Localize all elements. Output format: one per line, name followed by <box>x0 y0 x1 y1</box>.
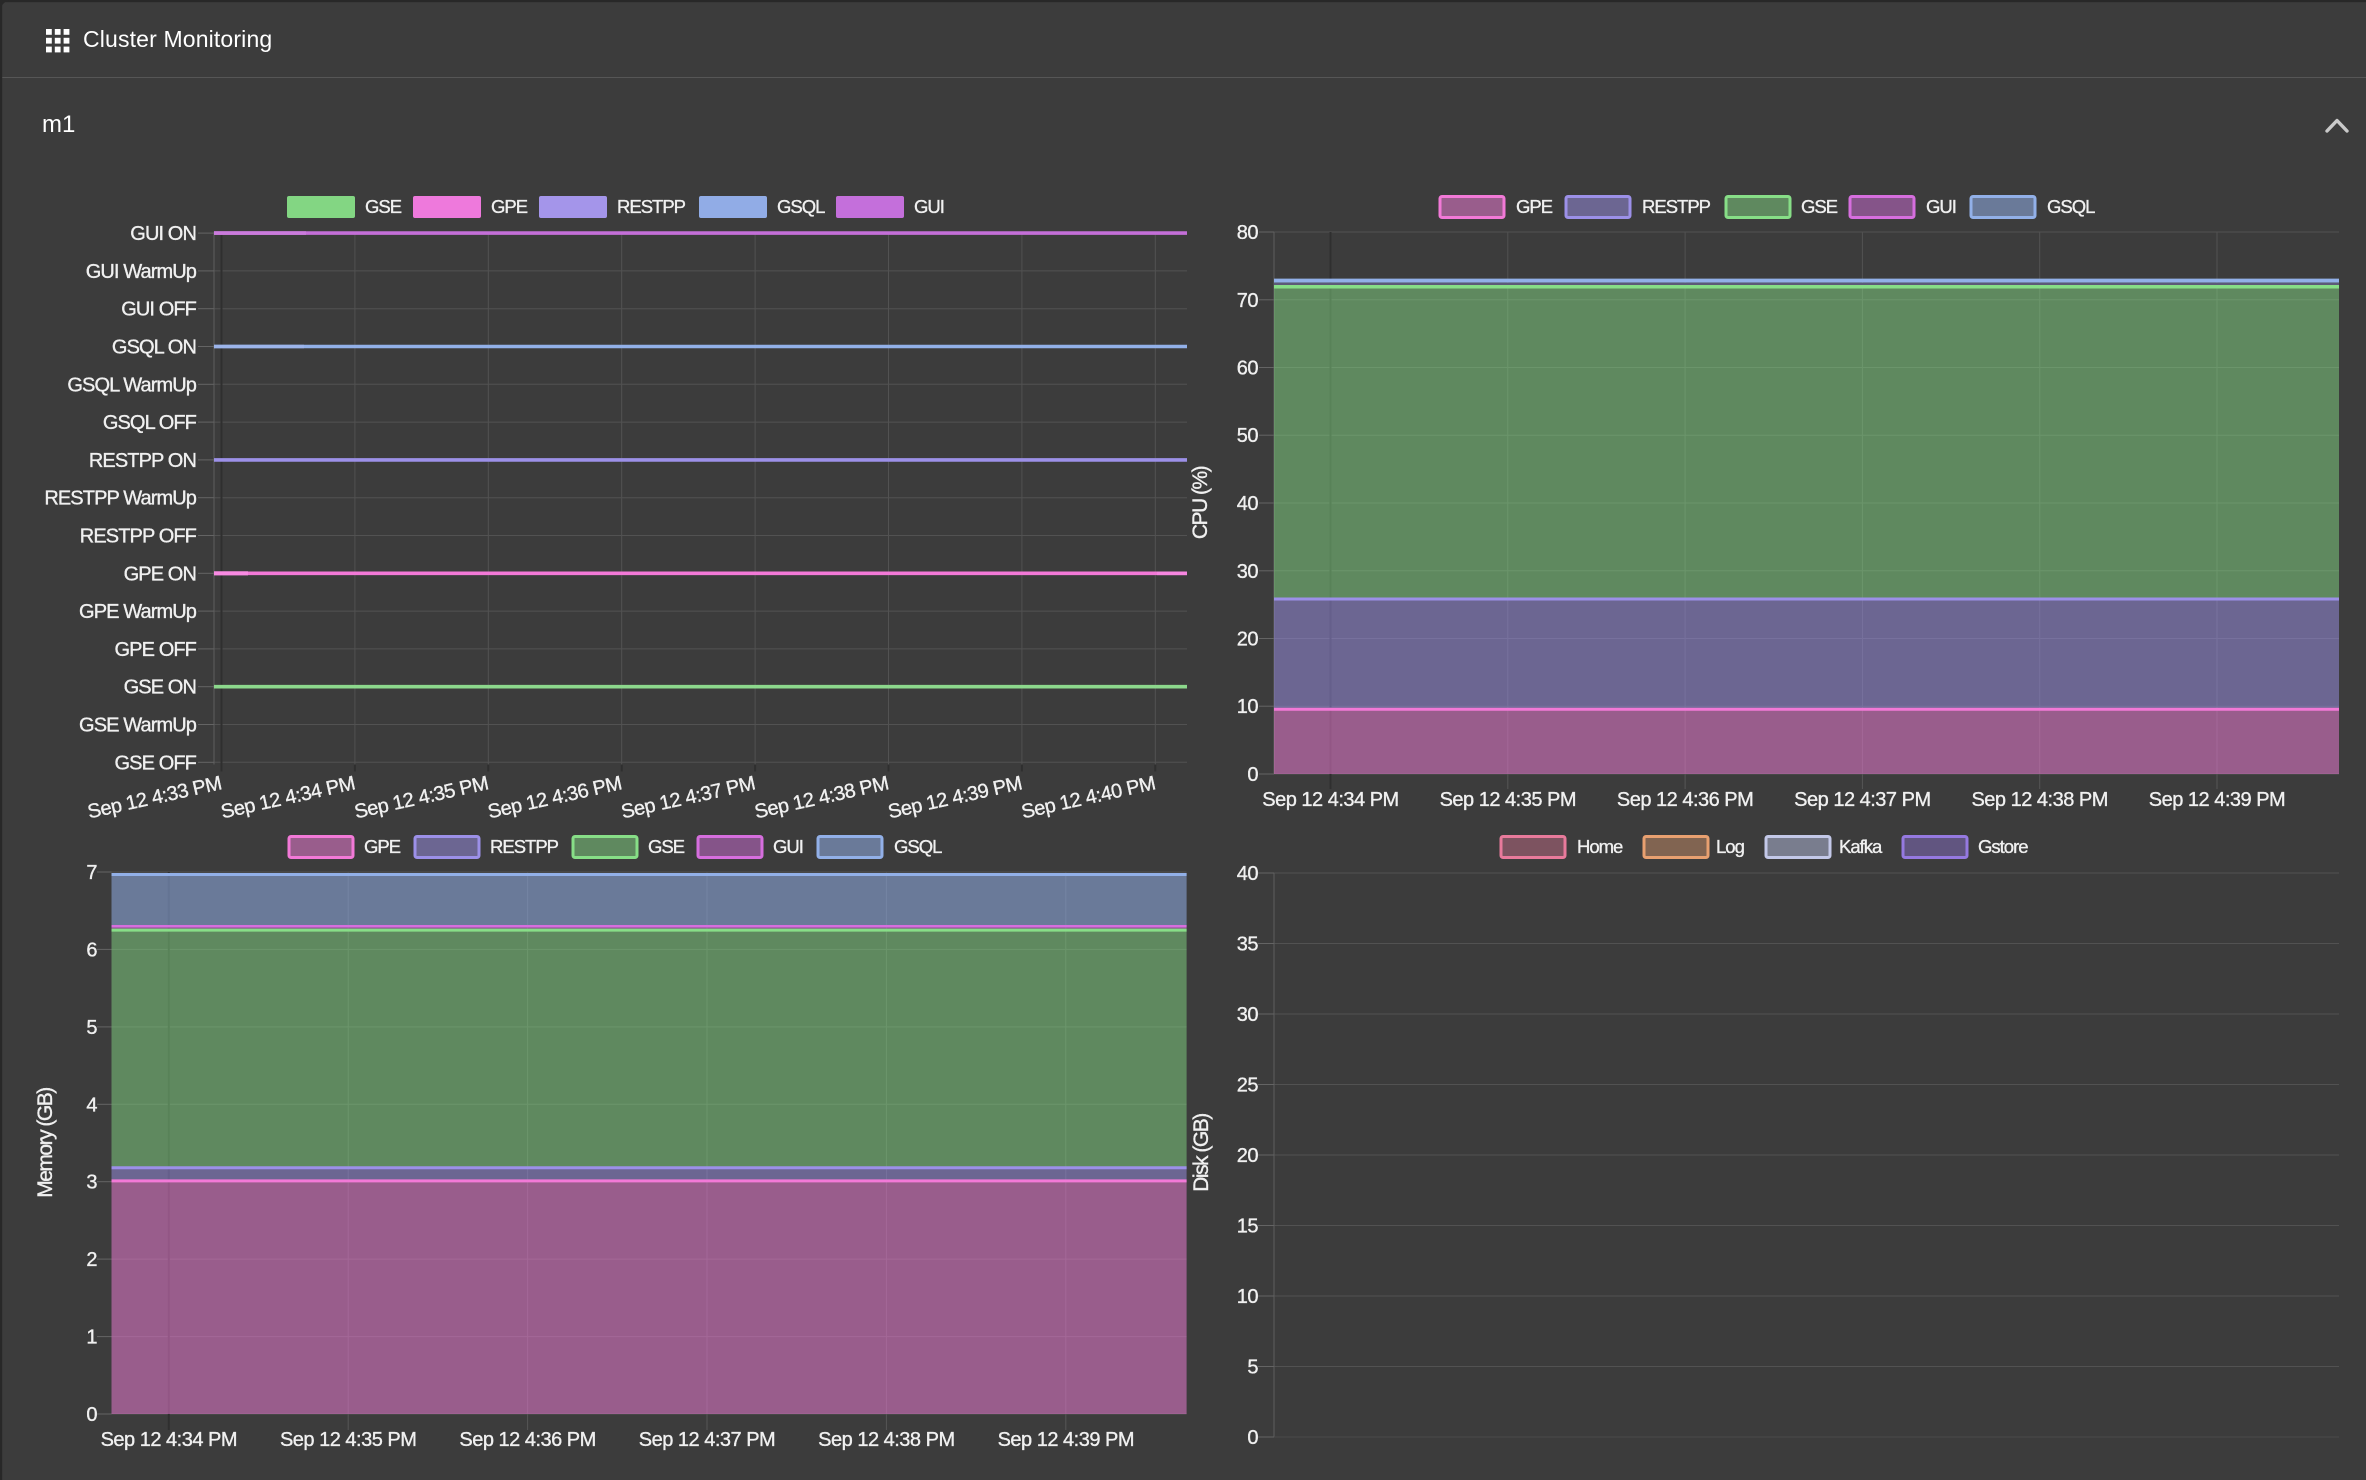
svg-text:Kafka: Kafka <box>1839 836 1883 857</box>
svg-text:0: 0 <box>1247 1427 1258 1449</box>
svg-text:Sep 12 4:37 PM: Sep 12 4:37 PM <box>619 772 757 823</box>
svg-text:Sep 12 4:35 PM: Sep 12 4:35 PM <box>1440 789 1576 811</box>
svg-text:5: 5 <box>1247 1357 1258 1379</box>
svg-text:GSE: GSE <box>1801 196 1838 217</box>
svg-text:25: 25 <box>1237 1075 1259 1097</box>
svg-text:GPE: GPE <box>364 836 401 857</box>
svg-text:Sep 12 4:35 PM: Sep 12 4:35 PM <box>352 772 490 823</box>
svg-text:RESTPP ON: RESTPP ON <box>89 450 196 472</box>
svg-text:GUI: GUI <box>914 196 944 217</box>
svg-text:GSQL: GSQL <box>777 196 825 217</box>
svg-text:Sep 12 4:35 PM: Sep 12 4:35 PM <box>280 1429 416 1451</box>
svg-text:60: 60 <box>1237 358 1259 380</box>
svg-text:Sep 12 4:39 PM: Sep 12 4:39 PM <box>2149 789 2285 811</box>
svg-text:15: 15 <box>1237 1216 1259 1238</box>
svg-text:RESTPP WarmUp: RESTPP WarmUp <box>44 488 196 510</box>
svg-text:Sep 12 4:39 PM: Sep 12 4:39 PM <box>998 1429 1134 1451</box>
svg-text:Sep 12 4:38 PM: Sep 12 4:38 PM <box>1971 789 2107 811</box>
svg-text:Sep 12 4:34 PM: Sep 12 4:34 PM <box>219 772 357 823</box>
svg-text:GPE WarmUp: GPE WarmUp <box>79 601 197 623</box>
svg-text:1: 1 <box>86 1327 97 1349</box>
svg-text:40: 40 <box>1237 493 1259 515</box>
svg-text:20: 20 <box>1237 1145 1259 1167</box>
svg-text:0: 0 <box>1247 764 1258 786</box>
svg-text:GSE: GSE <box>365 196 402 217</box>
svg-text:GSQL ON: GSQL ON <box>112 337 196 359</box>
svg-text:Sep 12 4:36 PM: Sep 12 4:36 PM <box>486 772 624 823</box>
svg-text:CPU (%): CPU (%) <box>1189 466 1212 539</box>
svg-text:10: 10 <box>1237 1286 1259 1308</box>
svg-text:Sep 12 4:36 PM: Sep 12 4:36 PM <box>1617 789 1753 811</box>
svg-text:GSQL WarmUp: GSQL WarmUp <box>67 374 196 396</box>
svg-text:20: 20 <box>1237 629 1259 651</box>
svg-text:30: 30 <box>1237 561 1259 583</box>
svg-text:GUI ON: GUI ON <box>130 223 196 245</box>
svg-text:10: 10 <box>1237 696 1259 718</box>
svg-text:80: 80 <box>1237 222 1259 244</box>
svg-text:GPE: GPE <box>1516 196 1553 217</box>
svg-text:Sep 12 4:38 PM: Sep 12 4:38 PM <box>818 1429 954 1451</box>
svg-text:GPE ON: GPE ON <box>124 563 196 585</box>
svg-text:2: 2 <box>86 1249 97 1271</box>
svg-text:50: 50 <box>1237 425 1259 447</box>
svg-text:Sep 12 4:34 PM: Sep 12 4:34 PM <box>1262 789 1398 811</box>
svg-text:70: 70 <box>1237 290 1259 312</box>
svg-text:Sep 12 4:37 PM: Sep 12 4:37 PM <box>639 1429 775 1451</box>
svg-text:Home: Home <box>1577 836 1623 857</box>
svg-text:RESTPP: RESTPP <box>1642 196 1711 217</box>
svg-text:RESTPP: RESTPP <box>617 196 686 217</box>
svg-text:GSQL: GSQL <box>2047 196 2095 217</box>
svg-text:Sep 12 4:36 PM: Sep 12 4:36 PM <box>459 1429 595 1451</box>
svg-text:4: 4 <box>86 1094 97 1116</box>
svg-text:Disk (GB): Disk (GB) <box>1190 1114 1213 1192</box>
svg-text:35: 35 <box>1237 934 1259 956</box>
svg-text:GUI: GUI <box>773 836 803 857</box>
svg-text:6: 6 <box>86 939 97 961</box>
svg-text:Log: Log <box>1716 836 1745 857</box>
svg-text:5: 5 <box>86 1017 97 1039</box>
svg-text:40: 40 <box>1237 863 1259 885</box>
svg-text:GSQL: GSQL <box>894 836 942 857</box>
svg-text:GSQL OFF: GSQL OFF <box>103 412 197 434</box>
svg-text:Sep 12 4:40 PM: Sep 12 4:40 PM <box>1019 772 1157 823</box>
svg-text:Memory (GB): Memory (GB) <box>34 1088 57 1198</box>
svg-text:Sep 12 4:33 PM: Sep 12 4:33 PM <box>86 772 224 823</box>
svg-text:Gstore: Gstore <box>1978 836 2028 857</box>
svg-text:GUI WarmUp: GUI WarmUp <box>86 261 197 283</box>
svg-text:GSE ON: GSE ON <box>124 677 196 699</box>
svg-text:GPE OFF: GPE OFF <box>115 639 197 661</box>
svg-text:0: 0 <box>86 1404 97 1426</box>
svg-text:GSE WarmUp: GSE WarmUp <box>79 715 197 737</box>
svg-text:Sep 12 4:37 PM: Sep 12 4:37 PM <box>1794 789 1930 811</box>
svg-text:RESTPP OFF: RESTPP OFF <box>80 526 197 548</box>
svg-text:Sep 12 4:39 PM: Sep 12 4:39 PM <box>886 772 1024 823</box>
svg-text:7: 7 <box>86 862 97 884</box>
svg-text:RESTPP: RESTPP <box>490 836 559 857</box>
svg-text:3: 3 <box>86 1172 97 1194</box>
svg-text:GSE: GSE <box>648 836 685 857</box>
svg-text:Sep 12 4:34 PM: Sep 12 4:34 PM <box>101 1429 237 1451</box>
svg-text:GUI: GUI <box>1926 196 1956 217</box>
svg-text:30: 30 <box>1237 1004 1259 1026</box>
svg-text:Sep 12 4:38 PM: Sep 12 4:38 PM <box>753 772 891 823</box>
svg-text:GSE OFF: GSE OFF <box>115 752 197 774</box>
svg-text:GUI OFF: GUI OFF <box>121 299 196 321</box>
svg-text:GPE: GPE <box>491 196 528 217</box>
